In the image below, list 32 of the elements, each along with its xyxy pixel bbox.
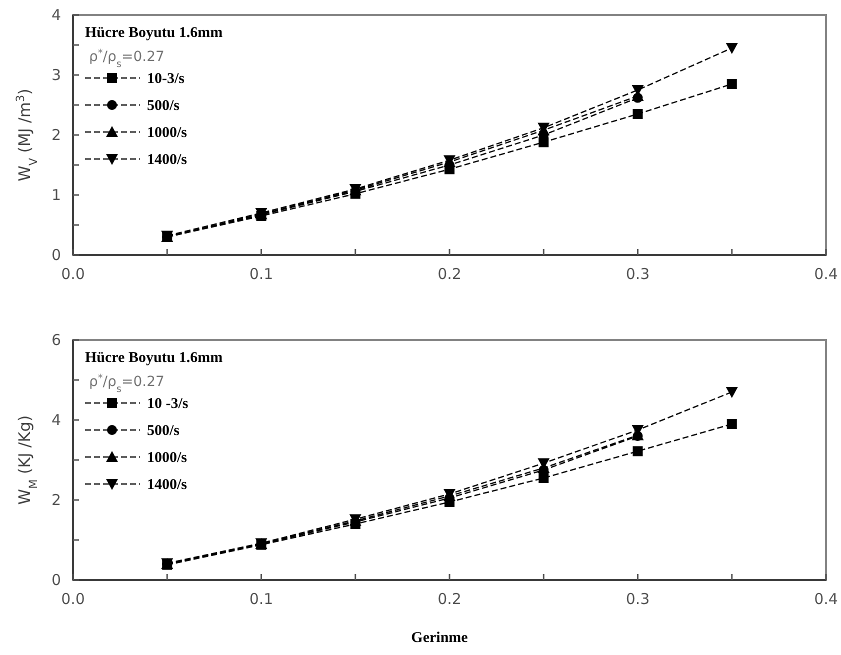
legend-label: 1400/s <box>147 152 188 168</box>
y-tick-label: 0 <box>51 246 61 264</box>
legend-title: Hücre Boyutu 1.6mm <box>85 350 224 366</box>
x-tick-label: 0.1 <box>249 590 274 608</box>
y-tick-label: 6 <box>51 331 61 349</box>
y-tick-label: 4 <box>51 6 61 24</box>
y-tick-label: 0 <box>51 571 61 589</box>
y-tick-label: 2 <box>51 126 61 144</box>
y-tick-label: 4 <box>51 411 61 429</box>
annotation: ρ$^{*}$/ρ$_{s}$=0.27 <box>89 48 164 70</box>
x-tick-label: 0.4 <box>814 590 838 608</box>
x-tick-label: 0.0 <box>61 265 85 283</box>
x-tick-label: 0.3 <box>626 590 650 608</box>
x-tick-label: 0.2 <box>438 265 462 283</box>
legend-label: 1000/s <box>147 450 188 466</box>
y-tick-label: 1 <box>51 186 61 204</box>
annotation: ρ$^{*}$/ρ$_{s}$=0.27 <box>89 372 164 394</box>
x-tick-label: 0.3 <box>626 265 650 283</box>
y-tick-label: 2 <box>51 491 61 509</box>
x-tick-label: 0.2 <box>438 590 462 608</box>
legend-label: 10 -3/s <box>147 396 188 412</box>
y-tick-label: 3 <box>51 66 61 84</box>
x-tick-label: 0.1 <box>249 265 274 283</box>
legend-label: 1400/s <box>147 477 188 493</box>
legend-label: 1000/s <box>147 125 188 141</box>
legend-label: 10-3/s <box>147 71 185 87</box>
x-tick-label: 0.0 <box>61 590 85 608</box>
legend-label: 500/s <box>147 98 180 114</box>
legend-label: 500/s <box>147 423 180 439</box>
x-axis-title: Gerinme <box>411 630 468 646</box>
legend-title: Hücre Boyutu 1.6mm <box>85 25 224 41</box>
x-tick-label: 0.4 <box>814 265 838 283</box>
